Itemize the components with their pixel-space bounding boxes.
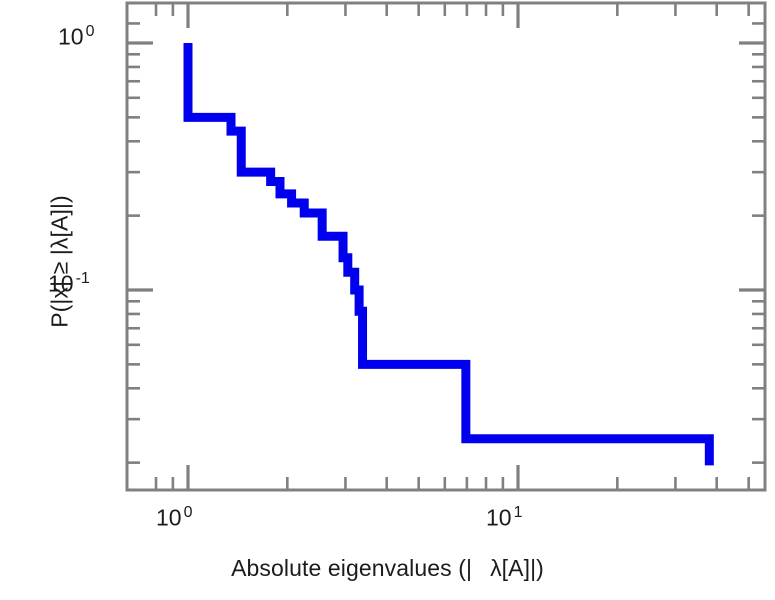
y-tick-label-1: 10 0 bbox=[58, 23, 95, 50]
x-tick-label-10: 10 1 bbox=[486, 504, 523, 531]
x-axis-title: Absolute eigenvalues (| λ[A]|) bbox=[0, 555, 775, 582]
y-tick-label-0.1: 10 -1 bbox=[48, 270, 90, 297]
y-axis-title: P(|x| ≥ |λ[A]|) bbox=[46, 195, 73, 328]
x-axis-ticks bbox=[154, 3, 750, 490]
x-axis-title-suffix: λ[A]|) bbox=[490, 555, 544, 581]
data-series-group bbox=[183, 43, 714, 466]
x-axis-title-prefix: Absolute eigenvalues (| bbox=[231, 555, 473, 581]
y-axis-ticks bbox=[127, 22, 765, 464]
x-tick-label-1: 10 0 bbox=[156, 504, 193, 531]
axes-frame bbox=[125, 1, 767, 492]
